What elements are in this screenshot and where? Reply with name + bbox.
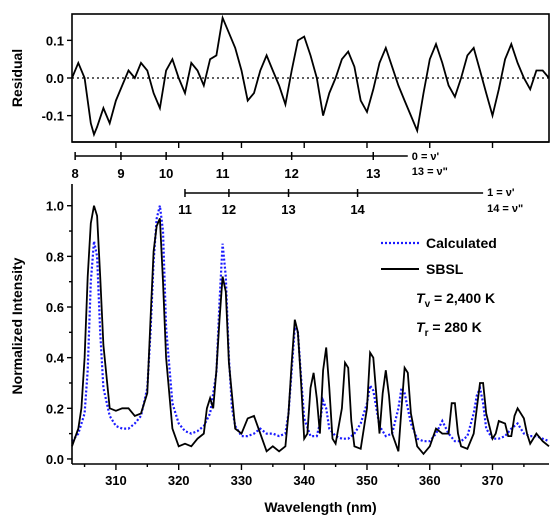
legend-calculated-label: Calculated: [426, 235, 497, 251]
spectrum-y-axis-label: Normalized Intensity: [9, 257, 25, 394]
progression-lower-label: 13 = ν": [412, 166, 448, 178]
progression-tick-label: 10: [159, 166, 173, 181]
spectrum-x-tick-label: 370: [482, 473, 504, 488]
sbsl-series-line: [71, 205, 550, 456]
tv-subscript: v: [425, 299, 431, 310]
progression-upper-label: 0 = ν': [412, 151, 440, 163]
progression-tick-label: 13: [366, 166, 380, 181]
spectrum-y-tick-label: 0.6: [46, 300, 64, 315]
progression-tick-label: 11: [216, 166, 230, 181]
spectrum-x-tick-label: 350: [356, 473, 378, 488]
residual-y-tick-label: -0.1: [42, 109, 64, 124]
progression-tick-label: 14: [350, 202, 365, 217]
residual-panel: 0.1 0.0 -0.1 Residual: [9, 13, 550, 143]
spectrum-x-tick-label: 360: [419, 473, 441, 488]
spectrum-x-axis-label: Wavelength (nm): [264, 499, 376, 515]
residual-y-axis-label: Residual: [9, 49, 25, 107]
progression-upper-label: 1 = ν': [487, 187, 515, 199]
spectrum-x-tick-label: 330: [231, 473, 253, 488]
spectrum-y-tick-label: 0.4: [46, 351, 65, 366]
spectrum-y-tick-label: 0.8: [46, 249, 64, 264]
rotational-temperature-annotation: Tr = 280 K: [416, 319, 482, 339]
spectrum-y-tick-label: 1.0: [46, 199, 64, 214]
tr-symbol: T: [416, 319, 426, 335]
spectrum-x-tick-label: 340: [293, 473, 315, 488]
residual-series-line: [71, 14, 550, 138]
spectrum-x-tick-label: 320: [168, 473, 190, 488]
vibrational-temperature-annotation: Tv = 2,400 K: [416, 290, 495, 310]
tv-symbol: T: [416, 290, 426, 306]
legend-sbsl-label: SBSL: [426, 261, 464, 277]
spectrum-y-tick-label: 0.2: [46, 401, 64, 416]
progression-tick-label: 12: [222, 202, 236, 217]
residual-y-tick-label: 0.0: [46, 71, 64, 86]
progression-tick-label: 13: [281, 202, 295, 217]
tv-value: = 2,400 K: [430, 290, 495, 306]
progression-tick-label: 11: [178, 202, 192, 217]
tr-subscript: r: [425, 328, 429, 339]
progression-tick-label: 12: [284, 166, 298, 181]
progression-lower-label: 14 = ν": [487, 203, 523, 215]
progression-tick-label: 8: [72, 166, 79, 181]
progression-tick-label: 9: [117, 166, 124, 181]
vibrational-progressions: 8 9 10 11 12 13 0 = ν' 13 = ν" 11 12 13 14 1 = ν' 14 …: [72, 151, 524, 217]
legend: Calculated SBSL: [381, 235, 497, 277]
spectrum-x-tick-label: 310: [105, 473, 127, 488]
spectrum-y-tick-label: 0.0: [46, 452, 64, 467]
residual-y-tick-label: 0.1: [46, 33, 64, 48]
tr-value: = 280 K: [428, 319, 481, 335]
